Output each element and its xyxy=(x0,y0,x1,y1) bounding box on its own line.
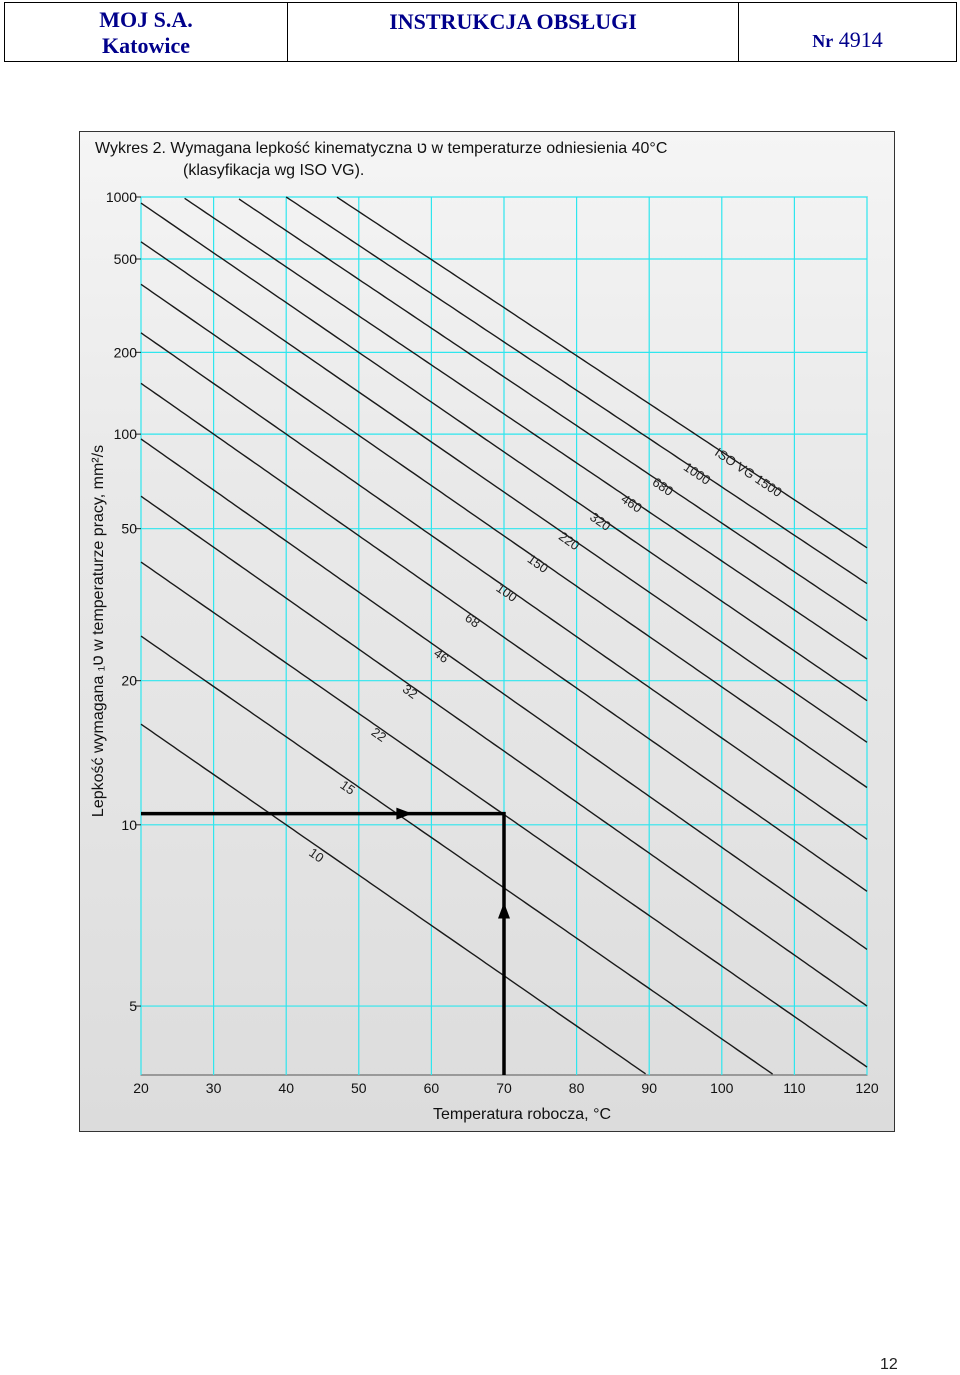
x-tick-label: 40 xyxy=(278,1080,294,1096)
viscosity-chart: Wykres 2. Wymagana lepkość kinematyczna … xyxy=(90,140,879,1123)
x-axis-label: Temperatura robocza, °C xyxy=(433,1106,611,1123)
x-tick-label: 30 xyxy=(206,1080,222,1096)
series-label: 32 xyxy=(400,681,420,702)
company-cell: MOJ S.A. Katowice xyxy=(5,3,288,61)
viscosity-curve xyxy=(140,382,868,892)
x-tick-label: 80 xyxy=(569,1080,585,1096)
page-number: 12 xyxy=(880,1356,898,1373)
viscosity-curve xyxy=(140,438,868,950)
x-tick-label: 100 xyxy=(710,1080,734,1096)
series-label: 460 xyxy=(618,491,644,516)
x-tick-label: 20 xyxy=(133,1080,149,1096)
x-tick-label: 50 xyxy=(351,1080,367,1096)
y-tick-label: 10 xyxy=(121,817,137,833)
series-label: 46 xyxy=(431,645,451,666)
x-tick-label: 110 xyxy=(783,1080,806,1096)
y-tick-label: 50 xyxy=(121,521,137,537)
viscosity-curve xyxy=(140,332,868,840)
chart-title-line1: Wykres 2. Wymagana lepkość kinematyczna … xyxy=(95,140,667,157)
x-tick-label: 70 xyxy=(496,1080,512,1096)
viscosity-curve xyxy=(140,635,773,1075)
viscosity-curve xyxy=(140,495,868,1007)
series-label: ISO VG 1500 xyxy=(712,445,785,500)
series-label: 15 xyxy=(337,777,357,798)
document-number-cell: Nr 4914 xyxy=(739,3,956,61)
y-tick-label: 500 xyxy=(114,251,138,267)
viscosity-curve xyxy=(238,198,868,622)
series-label: 320 xyxy=(587,509,613,534)
company-city: Katowice xyxy=(102,33,190,58)
viscosity-curve xyxy=(140,202,868,702)
series-label: 220 xyxy=(556,528,582,553)
viscosity-curve xyxy=(285,196,868,585)
viscosity-curve xyxy=(140,241,868,743)
document-number: 4914 xyxy=(838,27,883,52)
x-tick-label: 90 xyxy=(641,1080,657,1096)
y-axis-label: Lepkość wymagana ט₁ w temperaturze pracy… xyxy=(90,445,107,817)
chart-frame xyxy=(79,131,895,1132)
y-tick-label: 1000 xyxy=(106,189,137,205)
x-tick-label: 60 xyxy=(424,1080,440,1096)
document-header: MOJ S.A. Katowice INSTRUKCJA OBSŁUGI Nr … xyxy=(4,2,957,62)
y-tick-label: 20 xyxy=(121,673,137,689)
viscosity-curve xyxy=(336,196,868,549)
viscosity-curve xyxy=(140,723,646,1075)
series-label: 22 xyxy=(369,724,389,745)
arrowhead-right xyxy=(396,807,413,820)
arrowhead-up xyxy=(498,902,510,919)
series-label: 10 xyxy=(306,845,326,866)
viscosity-curve xyxy=(140,283,868,789)
company-name: MOJ S.A. xyxy=(99,7,193,32)
number-prefix: Nr xyxy=(812,31,834,51)
example-path xyxy=(141,811,506,1075)
x-tick-label: 120 xyxy=(855,1080,879,1096)
viscosity-curve xyxy=(184,197,868,660)
series-label: 150 xyxy=(525,551,551,576)
document-title: INSTRUKCJA OBSŁUGI xyxy=(288,3,739,61)
y-tick-label: 200 xyxy=(114,344,138,360)
y-tick-label: 5 xyxy=(129,998,137,1014)
chart-title-line2: (klasyfikacja wg ISO VG). xyxy=(183,162,364,179)
series-label: 100 xyxy=(494,580,520,605)
series-label: 68 xyxy=(462,610,482,631)
y-tick-label: 100 xyxy=(114,426,138,442)
series-label: 1000 xyxy=(681,459,713,488)
